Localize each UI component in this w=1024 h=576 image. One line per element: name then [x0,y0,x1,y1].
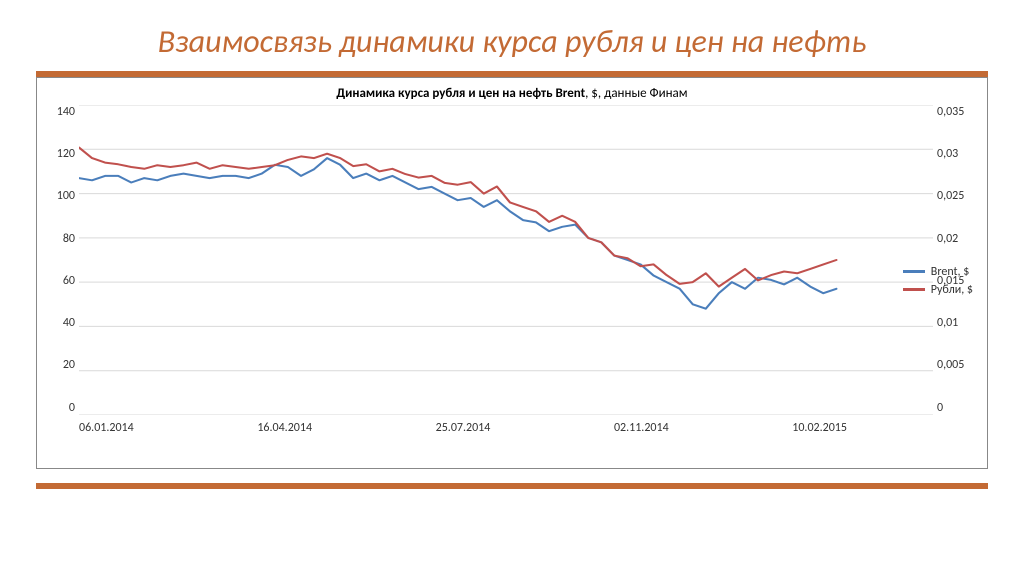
y-left-tick: 60 [49,274,75,288]
x-tick: 25.07.2014 [436,421,491,435]
y-axis-left: 140 120 100 80 60 40 20 0 [45,105,79,415]
y-left-tick: 120 [49,147,75,161]
x-tick: 16.04.2014 [257,421,312,435]
legend-swatch [903,288,925,291]
legend-swatch [903,270,925,273]
x-tick: 06.01.2014 [79,421,134,435]
legend-item-brent: Brent, $ [903,265,973,279]
plot-canvas [79,105,933,415]
chart-title-rest: , $, данные Финам [585,86,687,101]
y-left-tick: 100 [49,189,75,203]
y-left-tick: 80 [49,232,75,246]
chart-legend: Brent, $ Рубли, $ [903,261,973,301]
chart-title: Динамика курса рубля и цен на нефть Bren… [45,86,979,101]
chart-title-bold: Динамика курса рубля и цен на нефть Bren… [336,86,585,101]
y-right-tick: 0,01 [937,316,975,330]
slide: Взаимосвязь динамики курса рубля и цен н… [0,0,1024,576]
y-left-tick: 40 [49,316,75,330]
page-title: Взаимосвязь динамики курса рубля и цен н… [36,24,988,61]
x-tick: 02.11.2014 [614,421,669,435]
y-left-tick: 140 [49,105,75,119]
chart-container: Динамика курса рубля и цен на нефть Bren… [36,77,988,469]
y-right-tick: 0 [937,401,975,415]
legend-item-rub: Рубли, $ [903,283,973,297]
x-axis: 06.01.2014 16.04.2014 25.07.2014 02.11.2… [79,421,933,435]
legend-label: Рубли, $ [931,283,973,297]
x-tick: 10.02.2015 [792,421,847,435]
plot-area: 140 120 100 80 60 40 20 0 0,035 0,03 0,0… [45,105,979,415]
y-right-tick: 0,025 [937,189,975,203]
y-left-tick: 20 [49,358,75,372]
chart-svg [79,105,933,415]
y-right-tick: 0,03 [937,147,975,161]
y-left-tick: 0 [49,401,75,415]
y-right-tick: 0,005 [937,358,975,372]
accent-bar-bottom [36,483,988,489]
y-right-tick: 0,02 [937,232,975,246]
legend-label: Brent, $ [931,265,970,279]
y-right-tick: 0,035 [937,105,975,119]
